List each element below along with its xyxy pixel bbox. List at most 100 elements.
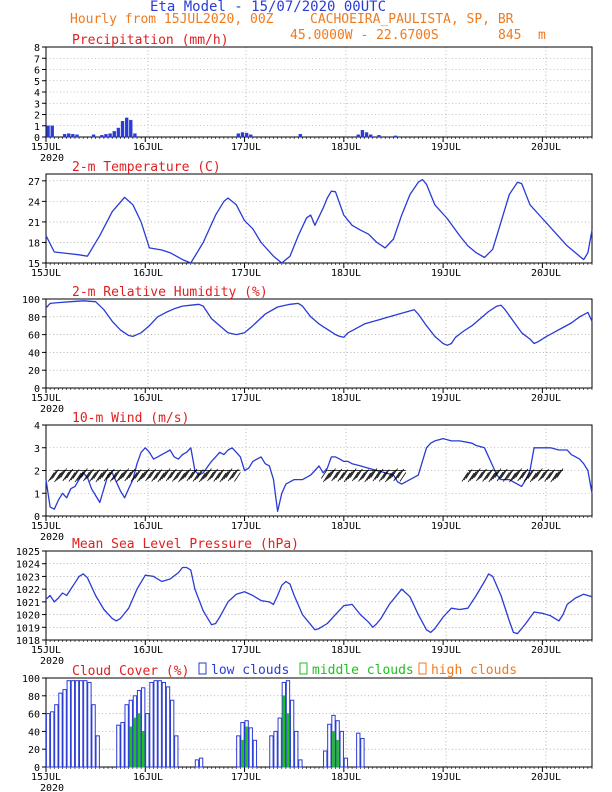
data-point (169, 252, 171, 253)
data-point (451, 607, 452, 609)
data-point (418, 474, 419, 476)
cloud-bar-low (58, 692, 63, 768)
data-point (550, 615, 551, 617)
x-tick-label: 16JUL (133, 772, 163, 783)
precip-bar (120, 121, 125, 138)
wind-barb (64, 470, 72, 480)
wind-barb (387, 471, 394, 481)
data-point (322, 472, 324, 474)
panel-2: 15 18 21 24 27 15JUL 16JUL 17JUL 18JUL 19JUL 20JUL… (28, 160, 593, 279)
wind-barb (341, 469, 349, 479)
station-name: CACHOEIRA_PAULISTA, SP, BR (310, 12, 514, 27)
wind-barb (360, 470, 367, 481)
data-point (542, 613, 543, 614)
data-point (471, 442, 473, 444)
cloud-bar-low (294, 730, 299, 768)
wind-barb (469, 471, 477, 481)
data-point (227, 332, 229, 334)
data-point (302, 305, 303, 307)
data-point (190, 262, 192, 264)
wind-barb (225, 468, 233, 478)
data-point (70, 588, 72, 590)
y-tick-label: 80 (28, 313, 40, 324)
wind-barb (213, 472, 221, 482)
panel-6: 0 20 40 60 80 100 15JUL 16JUL 17JUL 18JUL 19JUL 20J… (22, 662, 593, 792)
panel-3: 0 20 40 60 80 100 15JUL 16JUL 17JUL 18JUL 19JUL 20J… (22, 285, 593, 415)
precip-bar (240, 132, 245, 138)
series-line (45, 566, 593, 635)
precip-bar (91, 134, 96, 138)
data-point (339, 336, 341, 337)
x-tick-label: 17JUL (231, 772, 261, 783)
wind-barb (352, 471, 359, 482)
wind-barb (391, 468, 398, 478)
wind-barb (89, 472, 96, 482)
data-point (509, 479, 510, 480)
data-point (351, 225, 353, 226)
wind-barb (116, 472, 123, 483)
data-point (389, 316, 390, 318)
cloud-bar-low (273, 730, 278, 768)
cloud-bar-low (116, 724, 121, 768)
data-point (455, 337, 456, 338)
data-point (66, 497, 67, 499)
panel-title: Precipitation (mm/h) (72, 33, 229, 48)
data-point (566, 604, 568, 605)
series-line (45, 437, 593, 513)
legend-swatch-low (198, 662, 207, 675)
wind-barb (196, 469, 204, 479)
cloud-bar-low (343, 757, 349, 768)
data-point (62, 592, 63, 594)
cloud-bar-low (269, 735, 274, 768)
wind-barb (374, 470, 382, 480)
wind-barb (492, 469, 500, 480)
data-point (236, 452, 237, 453)
data-point (343, 214, 345, 216)
data-point (302, 479, 303, 480)
data-point (397, 593, 398, 595)
station-elevation-unit: m (538, 28, 546, 43)
wind-barb (68, 472, 76, 482)
data-point (128, 335, 129, 336)
data-point (186, 567, 187, 568)
wind-barb (538, 471, 545, 482)
data-point (99, 502, 101, 503)
data-point (49, 595, 51, 596)
wind-barb (486, 469, 494, 479)
wind-barb (229, 470, 237, 480)
wind-barb (172, 472, 179, 482)
data-point (273, 479, 274, 480)
y-tick-label: 15 (28, 259, 40, 270)
y-tick-label: 3 (34, 444, 40, 455)
y-tick-label: 1020 (16, 611, 40, 622)
x-tick-label: 20JUL (531, 772, 561, 783)
data-point (430, 442, 432, 444)
y-tick-label: 2 (34, 467, 40, 478)
data-point (467, 245, 469, 247)
data-point (161, 581, 163, 582)
data-point (513, 481, 514, 483)
data-point (252, 461, 254, 462)
data-point (54, 601, 55, 603)
series-line (45, 178, 593, 264)
y-tick-label: 0 (34, 763, 40, 774)
data-point (149, 452, 150, 453)
wind-barb (95, 472, 103, 483)
wind-barb (519, 470, 527, 480)
panel-title: 2-m Relative Humidity (%) (72, 285, 268, 300)
data-point (347, 461, 349, 462)
wind-barb (546, 470, 553, 481)
wind-barb (192, 472, 200, 482)
wind-barb (523, 472, 531, 482)
data-point (451, 440, 452, 442)
wind-barb (364, 472, 371, 483)
data-point (111, 321, 113, 322)
data-point (231, 447, 233, 449)
legend-label-low: low clouds (211, 663, 289, 678)
wind-barb (478, 470, 485, 480)
data-point (517, 181, 518, 183)
wind-barb (488, 472, 496, 483)
data-point (285, 581, 287, 582)
data-point (451, 343, 452, 344)
cloud-bar-low (248, 727, 253, 768)
